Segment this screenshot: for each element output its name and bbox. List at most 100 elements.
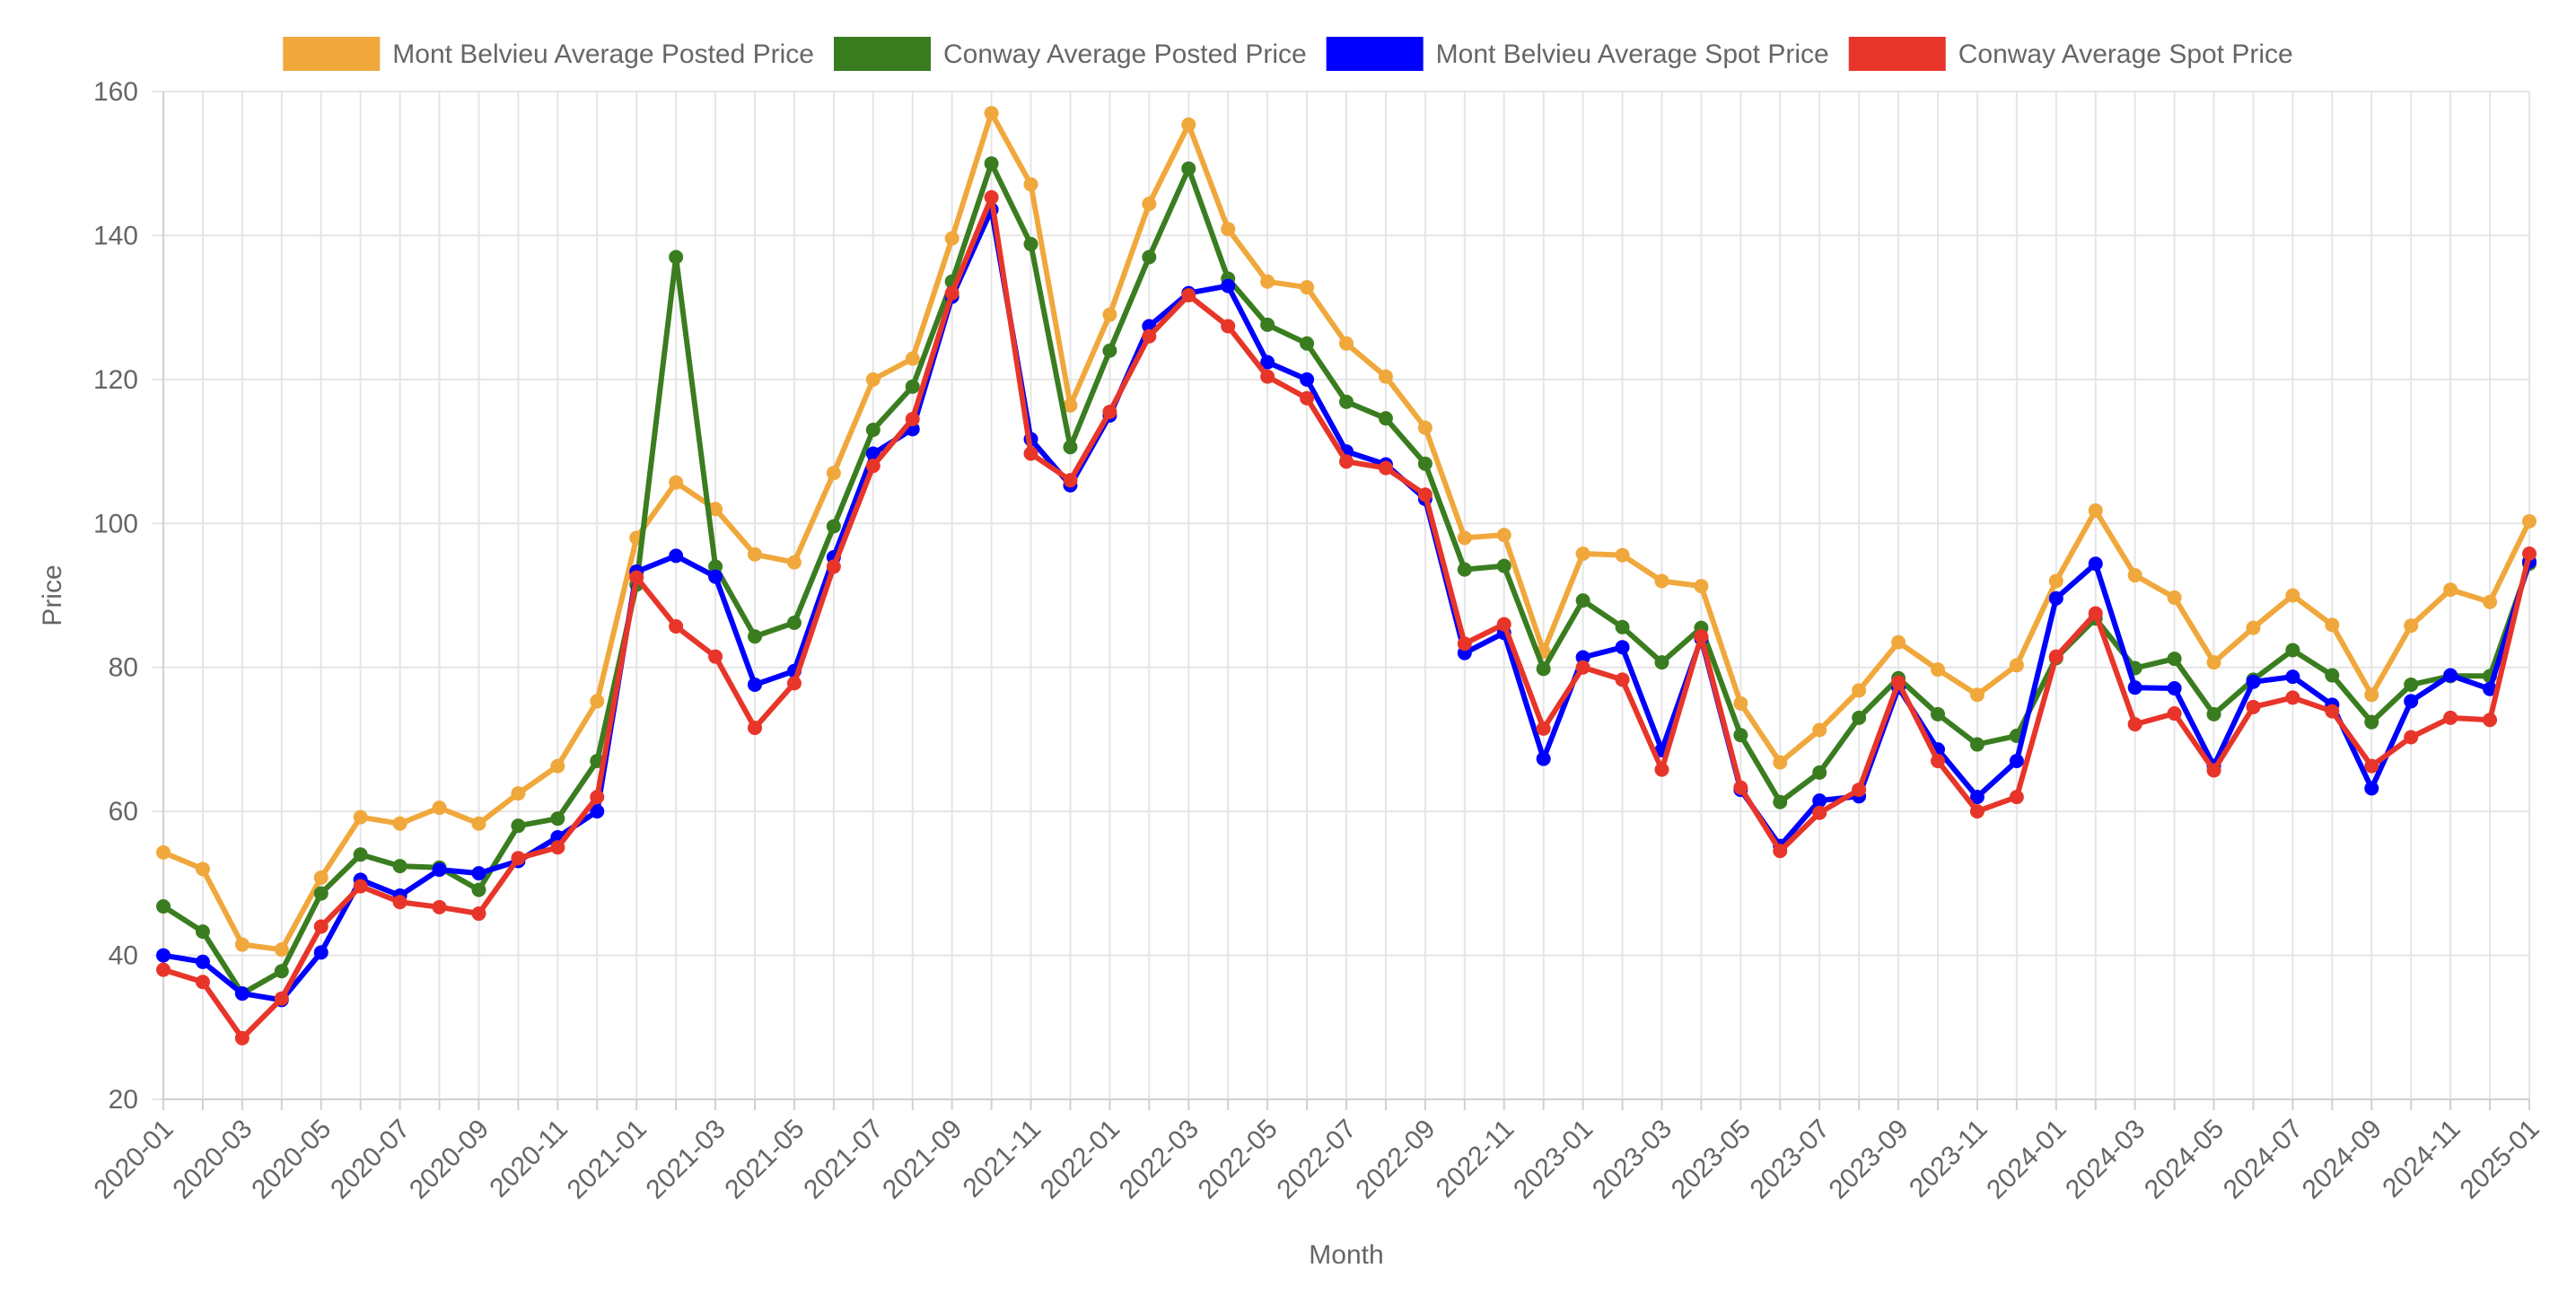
data-point[interactable] — [2364, 714, 2379, 730]
data-point[interactable] — [511, 851, 526, 866]
data-point[interactable] — [1221, 278, 1236, 293]
data-point[interactable] — [1378, 411, 1393, 426]
data-point[interactable] — [2167, 706, 2182, 722]
data-point[interactable] — [234, 1030, 250, 1045]
data-point[interactable] — [669, 249, 684, 265]
data-point[interactable] — [1300, 372, 1315, 387]
data-point[interactable] — [1417, 420, 1433, 435]
data-point[interactable] — [1694, 579, 1709, 594]
data-point[interactable] — [1812, 765, 1827, 780]
data-point[interactable] — [708, 569, 723, 584]
data-point[interactable] — [2088, 503, 2103, 518]
data-point[interactable] — [274, 991, 289, 1006]
data-point[interactable] — [1773, 844, 1788, 859]
data-point[interactable] — [1260, 274, 1275, 289]
data-point[interactable] — [1142, 328, 1157, 344]
data-point[interactable] — [748, 677, 762, 692]
data-point[interactable] — [786, 676, 802, 691]
data-point[interactable] — [2522, 513, 2537, 529]
data-point[interactable] — [471, 816, 486, 831]
data-point[interactable] — [1339, 336, 1354, 351]
data-point[interactable] — [2404, 618, 2419, 634]
data-point[interactable] — [1615, 672, 1630, 687]
data-point[interactable] — [2048, 649, 2063, 664]
data-point[interactable] — [2009, 790, 2024, 805]
data-point[interactable] — [708, 559, 723, 574]
data-point[interactable] — [1891, 675, 1906, 690]
data-point[interactable] — [748, 721, 762, 736]
data-point[interactable] — [1063, 440, 1078, 455]
data-point[interactable] — [2285, 669, 2300, 685]
data-point[interactable] — [1496, 617, 1511, 632]
data-point[interactable] — [432, 899, 447, 914]
data-point[interactable] — [2167, 590, 2182, 605]
data-point[interactable] — [1812, 805, 1827, 820]
data-point[interactable] — [1457, 530, 1472, 546]
data-point[interactable] — [1142, 249, 1157, 265]
data-point[interactable] — [1852, 783, 1867, 798]
data-point[interactable] — [274, 942, 289, 958]
data-point[interactable] — [1536, 721, 1551, 736]
data-point[interactable] — [156, 948, 171, 963]
data-point[interactable] — [1812, 793, 1827, 809]
data-point[interactable] — [984, 156, 999, 171]
data-point[interactable] — [1575, 660, 1590, 675]
data-point[interactable] — [1181, 117, 1196, 132]
data-point[interactable] — [471, 882, 486, 897]
data-point[interactable] — [2285, 588, 2300, 603]
data-point[interactable] — [1496, 558, 1511, 573]
data-point[interactable] — [2127, 680, 2142, 695]
data-point[interactable] — [2443, 668, 2458, 683]
data-point[interactable] — [708, 649, 723, 664]
data-point[interactable] — [392, 859, 407, 874]
data-point[interactable] — [1023, 446, 1038, 461]
data-point[interactable] — [1417, 456, 1433, 471]
data-point[interactable] — [1575, 546, 1590, 561]
data-point[interactable] — [2048, 590, 2063, 606]
data-point[interactable] — [2483, 681, 2498, 696]
data-point[interactable] — [1063, 398, 1078, 413]
data-point[interactable] — [786, 615, 802, 630]
data-point[interactable] — [1969, 804, 1985, 819]
data-point[interactable] — [2246, 674, 2261, 689]
data-point[interactable] — [1378, 369, 1393, 384]
data-point[interactable] — [748, 629, 762, 644]
data-point[interactable] — [234, 986, 250, 1001]
data-point[interactable] — [156, 844, 171, 860]
legend-item[interactable]: Conway Average Spot Price — [1848, 37, 2293, 71]
data-point[interactable] — [313, 886, 329, 901]
data-point[interactable] — [2483, 713, 2498, 728]
data-point[interactable] — [905, 411, 920, 426]
data-point[interactable] — [432, 800, 447, 816]
data-point[interactable] — [1615, 547, 1630, 563]
data-point[interactable] — [1221, 319, 1236, 334]
data-point[interactable] — [313, 945, 329, 960]
data-point[interactable] — [865, 459, 881, 474]
data-point[interactable] — [1654, 762, 1669, 777]
data-point[interactable] — [195, 954, 210, 969]
data-point[interactable] — [471, 906, 486, 922]
data-point[interactable] — [1496, 528, 1511, 543]
data-point[interactable] — [944, 285, 959, 301]
data-point[interactable] — [1221, 222, 1236, 237]
data-point[interactable] — [1142, 197, 1157, 212]
data-point[interactable] — [669, 475, 684, 490]
data-point[interactable] — [826, 519, 841, 534]
data-point[interactable] — [865, 423, 881, 438]
data-point[interactable] — [1931, 662, 1945, 678]
data-point[interactable] — [2443, 582, 2458, 598]
data-point[interactable] — [313, 919, 329, 934]
data-point[interactable] — [826, 466, 841, 481]
data-point[interactable] — [590, 694, 605, 709]
data-point[interactable] — [1023, 237, 1038, 252]
data-point[interactable] — [2246, 620, 2261, 635]
data-point[interactable] — [669, 618, 684, 634]
data-point[interactable] — [2325, 617, 2340, 633]
data-point[interactable] — [865, 446, 881, 461]
data-point[interactable] — [2048, 573, 2063, 589]
data-point[interactable] — [2088, 556, 2103, 572]
data-point[interactable] — [2325, 668, 2340, 683]
data-point[interactable] — [1575, 593, 1590, 608]
data-point[interactable] — [865, 372, 881, 387]
data-point[interactable] — [2206, 706, 2221, 722]
